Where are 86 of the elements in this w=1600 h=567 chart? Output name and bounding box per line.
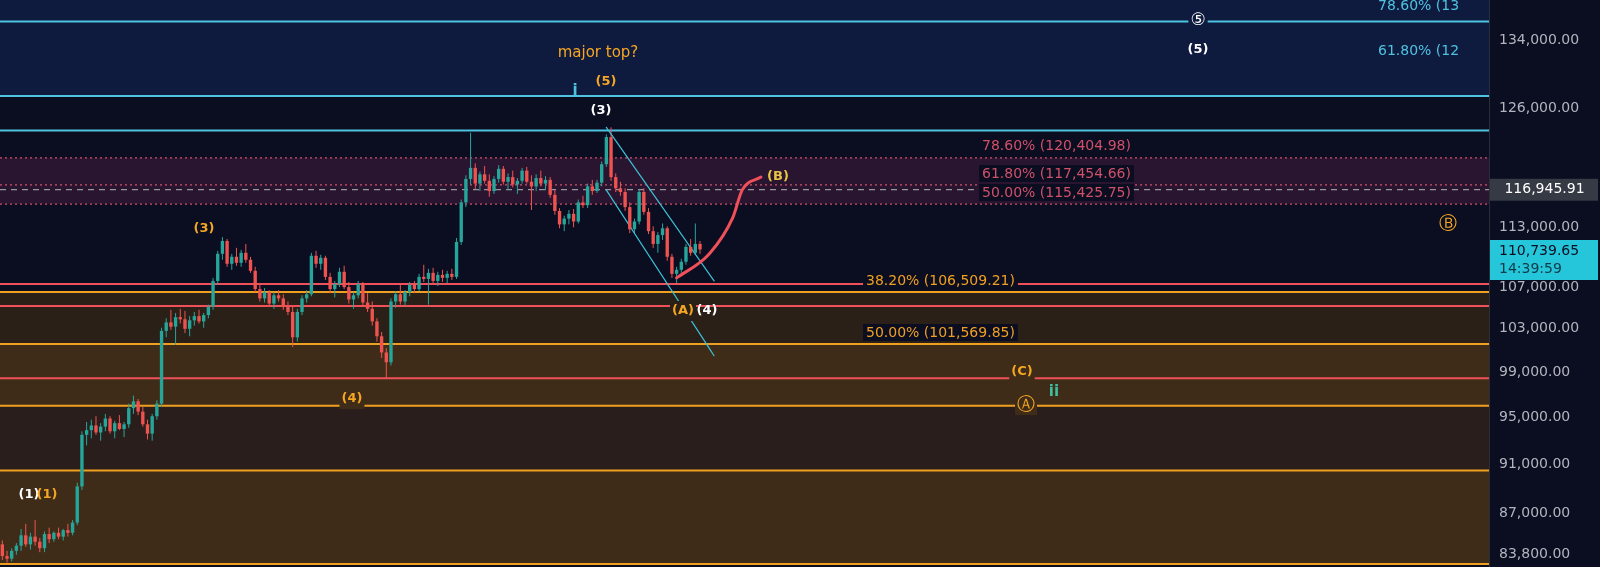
candlestick	[506, 172, 510, 191]
candlestick	[656, 231, 660, 254]
annotation: ii	[1048, 381, 1060, 400]
candlestick	[183, 310, 187, 334]
candlestick	[576, 199, 580, 224]
annotation: Ⓐ	[1017, 392, 1035, 414]
candlestick	[534, 173, 538, 192]
candlestick	[5, 550, 9, 564]
candlestick	[131, 395, 136, 415]
candlestick	[272, 291, 276, 310]
candlestick	[89, 419, 93, 439]
ref-line-label: 116,945.91	[1504, 180, 1585, 197]
candlestick	[698, 240, 702, 255]
y-tick-label: 126,000.00	[1499, 98, 1580, 115]
annotation: (C)	[1011, 363, 1033, 379]
candlestick	[33, 519, 37, 547]
y-tick-label: 134,000.00	[1499, 31, 1580, 48]
candlestick	[197, 309, 201, 324]
text: 110,739.65	[1499, 241, 1580, 258]
candlestick	[150, 413, 154, 442]
annotation: Ⓑ	[1439, 211, 1457, 233]
candlestick	[94, 415, 98, 436]
y-tick-label: 83,800.00	[1499, 545, 1571, 562]
y-tick-label: 113,000.00	[1499, 217, 1580, 234]
candlestick	[571, 208, 576, 228]
ref-line-label: 50.00% (115,425.75)	[982, 183, 1131, 200]
annotation: (3)	[590, 102, 612, 118]
y-tick-label: 87,000.00	[1499, 504, 1571, 521]
candlestick	[24, 523, 28, 548]
candlestick	[693, 222, 698, 256]
candlestick	[581, 195, 585, 209]
candlestick	[244, 243, 248, 264]
candlestick	[450, 268, 454, 281]
annotation: (4)	[341, 390, 363, 406]
candlestick	[464, 174, 468, 208]
candlestick	[220, 236, 225, 261]
annotation: major top?	[557, 42, 639, 61]
annotation: i	[572, 80, 578, 99]
candlestick	[19, 528, 23, 552]
candlestick	[314, 250, 318, 269]
candlestick	[122, 421, 126, 438]
candlestick	[623, 187, 627, 212]
candlestick	[553, 189, 557, 216]
ref-line-label: 78.60% (120,404.98)	[982, 137, 1131, 154]
candlestick	[375, 317, 379, 343]
annotation: ⑤	[1190, 9, 1206, 30]
annotation: (5)	[1187, 41, 1209, 57]
y-tick-label: 91,000.00	[1499, 455, 1571, 472]
ref-line-label: 61.80% (117,454.66)	[982, 164, 1131, 181]
candlestick	[300, 294, 304, 316]
candlestick	[473, 162, 477, 190]
candlestick	[426, 268, 431, 306]
candlestick	[169, 309, 173, 331]
y-tick-label: 99,000.00	[1499, 362, 1571, 379]
candlestick	[225, 238, 229, 268]
candlestick	[651, 225, 655, 249]
candlestick	[670, 253, 674, 279]
annotation: 78.60% (13	[1378, 0, 1460, 13]
candlestick	[600, 160, 604, 187]
annotation: (3)	[193, 220, 215, 236]
candlestick	[548, 176, 552, 199]
candlestick	[0, 539, 5, 561]
candlestick	[567, 209, 571, 225]
annotation: (5)	[595, 73, 617, 89]
candlestick	[155, 399, 159, 421]
candlestick	[66, 523, 70, 538]
ref-line-label: 50.00% (101,569.85)	[866, 323, 1015, 340]
text: 14:39:59	[1499, 259, 1562, 276]
annotation: (A)	[672, 302, 694, 318]
candlestick	[164, 317, 168, 338]
annotation: (4)	[696, 302, 718, 318]
annotation: (1)	[36, 486, 58, 502]
candlestick	[84, 421, 89, 446]
ref-line-label: 38.20% (106,509.21)	[866, 271, 1015, 288]
candlestick	[684, 243, 688, 266]
candlestick	[173, 312, 178, 346]
candlestick	[187, 315, 192, 337]
annotation: (B)	[767, 168, 789, 184]
candlestick	[478, 171, 482, 192]
candlestick	[145, 419, 150, 440]
candlestick	[642, 187, 646, 216]
line-series	[675, 175, 763, 280]
y-tick-label: 107,000.00	[1499, 277, 1580, 294]
y-tick-label: 103,000.00	[1499, 319, 1580, 336]
annotation: 61.80% (12	[1378, 41, 1460, 58]
y-tick-label: 95,000.00	[1499, 408, 1571, 425]
